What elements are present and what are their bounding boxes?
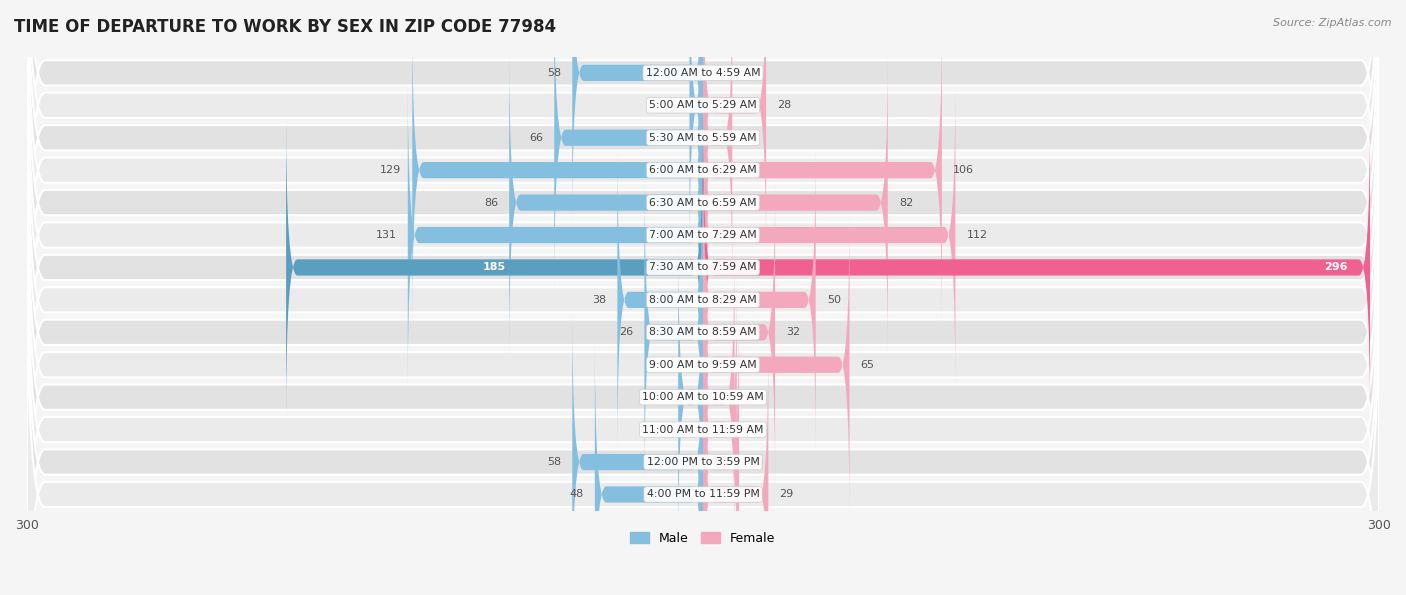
FancyBboxPatch shape (703, 81, 956, 389)
Text: 5:30 AM to 5:59 AM: 5:30 AM to 5:59 AM (650, 133, 756, 143)
FancyBboxPatch shape (703, 49, 887, 356)
FancyBboxPatch shape (27, 53, 1379, 547)
Text: 8:30 AM to 8:59 AM: 8:30 AM to 8:59 AM (650, 327, 756, 337)
Text: 48: 48 (569, 490, 583, 499)
Text: 7:00 AM to 7:29 AM: 7:00 AM to 7:29 AM (650, 230, 756, 240)
FancyBboxPatch shape (27, 151, 1379, 595)
Text: 50: 50 (827, 295, 841, 305)
FancyBboxPatch shape (572, 308, 703, 595)
FancyBboxPatch shape (703, 308, 740, 595)
Text: 6:00 AM to 6:29 AM: 6:00 AM to 6:29 AM (650, 165, 756, 175)
Text: 6: 6 (671, 101, 678, 110)
FancyBboxPatch shape (703, 243, 734, 551)
Text: 8:00 AM to 8:29 AM: 8:00 AM to 8:29 AM (650, 295, 756, 305)
Legend: Male, Female: Male, Female (626, 527, 780, 550)
Text: 66: 66 (529, 133, 543, 143)
FancyBboxPatch shape (703, 114, 1369, 421)
FancyBboxPatch shape (703, 178, 775, 486)
FancyBboxPatch shape (27, 0, 1379, 449)
Text: 10:00 AM to 10:59 AM: 10:00 AM to 10:59 AM (643, 392, 763, 402)
Text: 185: 185 (484, 262, 506, 273)
FancyBboxPatch shape (509, 49, 703, 356)
Text: 16: 16 (751, 457, 765, 467)
FancyBboxPatch shape (27, 21, 1379, 514)
Text: 15: 15 (748, 425, 762, 434)
FancyBboxPatch shape (703, 0, 766, 259)
FancyBboxPatch shape (617, 146, 703, 454)
FancyBboxPatch shape (703, 0, 733, 292)
FancyBboxPatch shape (689, 0, 703, 259)
Text: 4:00 PM to 11:59 PM: 4:00 PM to 11:59 PM (647, 490, 759, 499)
FancyBboxPatch shape (703, 16, 942, 324)
Text: 28: 28 (778, 101, 792, 110)
Text: 12:00 AM to 4:59 AM: 12:00 AM to 4:59 AM (645, 68, 761, 78)
Text: 32: 32 (786, 327, 800, 337)
Text: 11: 11 (652, 392, 666, 402)
Text: 0: 0 (685, 425, 692, 434)
Text: 9:00 AM to 9:59 AM: 9:00 AM to 9:59 AM (650, 360, 756, 369)
Text: 11:00 AM to 11:59 AM: 11:00 AM to 11:59 AM (643, 425, 763, 434)
FancyBboxPatch shape (703, 146, 815, 454)
FancyBboxPatch shape (27, 118, 1379, 595)
FancyBboxPatch shape (27, 86, 1379, 579)
FancyBboxPatch shape (703, 275, 737, 584)
Text: 82: 82 (898, 198, 914, 208)
Text: TIME OF DEPARTURE TO WORK BY SEX IN ZIP CODE 77984: TIME OF DEPARTURE TO WORK BY SEX IN ZIP … (14, 18, 557, 36)
Text: 131: 131 (375, 230, 396, 240)
FancyBboxPatch shape (27, 0, 1379, 352)
FancyBboxPatch shape (27, 215, 1379, 595)
FancyBboxPatch shape (644, 178, 703, 486)
FancyBboxPatch shape (27, 0, 1379, 417)
Text: 65: 65 (860, 360, 875, 369)
Text: 26: 26 (619, 327, 633, 337)
FancyBboxPatch shape (27, 0, 1379, 384)
Text: 58: 58 (547, 457, 561, 467)
Text: 296: 296 (1324, 262, 1347, 273)
FancyBboxPatch shape (703, 340, 768, 595)
Text: 29: 29 (779, 490, 794, 499)
FancyBboxPatch shape (554, 0, 703, 292)
Text: 0: 0 (685, 360, 692, 369)
FancyBboxPatch shape (27, 0, 1379, 482)
FancyBboxPatch shape (678, 243, 703, 551)
Text: 58: 58 (547, 68, 561, 78)
FancyBboxPatch shape (408, 81, 703, 389)
Text: 5:00 AM to 5:29 AM: 5:00 AM to 5:29 AM (650, 101, 756, 110)
FancyBboxPatch shape (703, 211, 849, 519)
Text: Source: ZipAtlas.com: Source: ZipAtlas.com (1274, 18, 1392, 28)
FancyBboxPatch shape (412, 16, 703, 324)
FancyBboxPatch shape (285, 114, 703, 421)
Text: 6:30 AM to 6:59 AM: 6:30 AM to 6:59 AM (650, 198, 756, 208)
FancyBboxPatch shape (27, 0, 1379, 320)
Text: 112: 112 (967, 230, 988, 240)
Text: 12:00 PM to 3:59 PM: 12:00 PM to 3:59 PM (647, 457, 759, 467)
Text: 38: 38 (592, 295, 606, 305)
FancyBboxPatch shape (595, 340, 703, 595)
FancyBboxPatch shape (27, 248, 1379, 595)
Text: 86: 86 (484, 198, 498, 208)
Text: 7:30 AM to 7:59 AM: 7:30 AM to 7:59 AM (650, 262, 756, 273)
FancyBboxPatch shape (27, 183, 1379, 595)
Text: 14: 14 (745, 392, 759, 402)
Text: 0: 0 (714, 68, 721, 78)
Text: 129: 129 (380, 165, 401, 175)
FancyBboxPatch shape (572, 0, 703, 227)
Text: 13: 13 (744, 133, 758, 143)
Text: 106: 106 (953, 165, 974, 175)
